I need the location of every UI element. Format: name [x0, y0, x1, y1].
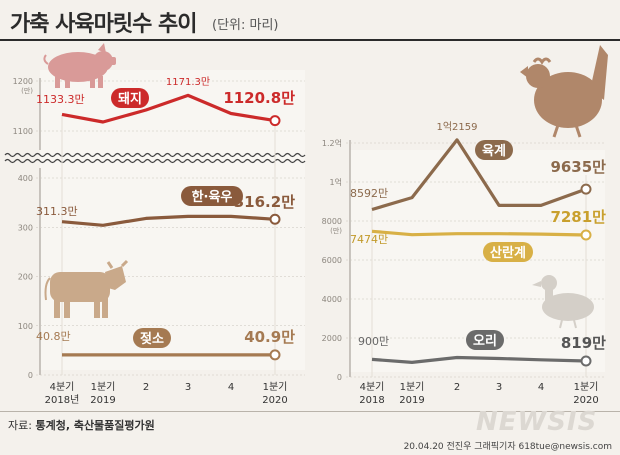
- duck-line: [371, 355, 587, 364]
- right-y-tick-label: 1.2억: [322, 138, 342, 148]
- pork-start-value: 1133.3만: [36, 93, 85, 106]
- beef-start-value: 311.3만: [36, 205, 78, 218]
- left-x-tick-label: 1분기: [263, 381, 288, 393]
- right-y-tick-label: 6000: [322, 256, 342, 265]
- broiler-line: [371, 138, 587, 212]
- right-y-tick-label: 4000: [322, 295, 342, 304]
- credit-line: 20.04.20 전진우 그래픽기자 618tue@newsis.com: [403, 442, 612, 452]
- layer-end-value: 7281만: [550, 208, 606, 226]
- chicken-icon: [520, 45, 608, 138]
- newsis-watermark: NEWSIS: [476, 407, 598, 437]
- duck-icon: [532, 275, 594, 329]
- broiler-end-value: 9635만: [550, 158, 606, 176]
- right-x-tick-label: 4: [538, 382, 544, 393]
- left-x-tick-label: 2: [143, 382, 149, 393]
- pork-line: [61, 93, 276, 124]
- left-x-tick-label: 4: [228, 382, 234, 393]
- right-y-tick-label: 0: [337, 373, 342, 382]
- pig-icon: [43, 43, 116, 88]
- right-x-tick-label: 2019: [399, 395, 424, 406]
- left-y-tick-label: 1100: [13, 127, 33, 136]
- left-y-tick-unit: (만): [21, 86, 33, 95]
- livestock-charts: 1200(만)110040030020010001.2억1억8000(만)600…: [4, 43, 608, 406]
- layer-line: [371, 229, 587, 237]
- dairy-end-marker: [269, 349, 281, 361]
- broiler-peak-value: 1억2159: [436, 121, 477, 133]
- pork-end-marker: [269, 115, 281, 127]
- left-y-tick-label: 0: [28, 371, 33, 380]
- right-y-tick-label: 8000: [322, 217, 342, 226]
- pork-peak-value: 1171.3만: [166, 76, 210, 88]
- broiler-label: 육계: [482, 143, 506, 159]
- duck-label-bg: [466, 330, 504, 350]
- left-y-tick-label: 300: [18, 223, 33, 232]
- right-x-tick-label: 4분기: [360, 381, 385, 393]
- right-x-tick-label: 1분기: [400, 381, 425, 393]
- duck-end-marker: [580, 355, 592, 367]
- dairy-label: 젖소: [140, 332, 164, 347]
- right-x-tick-label: 2018: [359, 395, 384, 406]
- footer-rule: [0, 411, 620, 412]
- beef-label-bg: [181, 186, 243, 206]
- dairy-end-value: 40.9만: [244, 328, 295, 346]
- layer-label: 산란계: [490, 245, 526, 261]
- beef-line: [61, 214, 276, 227]
- broiler-start-value: 8592만: [350, 187, 388, 200]
- right-x-tick-label: 1분기: [574, 381, 599, 393]
- dairy-start-value: 40.8만: [36, 330, 71, 343]
- broiler-end-marker: [580, 183, 592, 195]
- axis-break-line: [4, 158, 306, 164]
- cow-icon: [44, 259, 129, 318]
- title-rule: [0, 39, 620, 41]
- page-title: 가축 사육마릿수 추이: [10, 12, 197, 37]
- beef-end-value: 316.2만: [234, 193, 295, 211]
- left-y-tick-label: 100: [18, 322, 33, 331]
- left-x-tick-label: 2019: [90, 395, 115, 406]
- left-x-tick-label: 1분기: [91, 381, 116, 393]
- dairy-label-bg: [133, 328, 171, 348]
- pork-end-value: 1120.8만: [223, 89, 295, 107]
- left-y-tick-label: 200: [18, 273, 33, 282]
- right-y-tick-unit: (만): [330, 226, 342, 235]
- duck-end-value: 819만: [561, 334, 606, 352]
- source-note: 자료: 통계청, 축산물품질평가원: [8, 419, 155, 432]
- beef-end-marker: [269, 213, 281, 225]
- layer-start-value: 7474만: [350, 233, 388, 246]
- unit-note: (단위: 마리): [212, 18, 279, 33]
- right-x-tick-label: 2020: [573, 395, 598, 406]
- left-y-tick-label: 1200: [13, 77, 33, 86]
- left-x-tick-label: 4분기: [50, 381, 75, 393]
- broiler-label-bg: [475, 140, 513, 160]
- beef-label: 한·육우: [192, 189, 233, 205]
- left-x-tick-label: 2018년: [45, 394, 80, 406]
- left-y-tick-label: 400: [18, 174, 33, 183]
- axis-break-line: [4, 152, 306, 158]
- layer-label-bg: [483, 242, 533, 262]
- pork-label: 돼지: [118, 91, 142, 107]
- pork-label-bg: [111, 88, 149, 108]
- layer-end-marker: [580, 229, 592, 241]
- right-y-tick-label: 2000: [322, 334, 342, 343]
- duck-label: 오리: [473, 333, 497, 349]
- right-x-tick-label: 3: [496, 382, 502, 393]
- right-x-tick-label: 2: [454, 382, 460, 393]
- left-x-tick-label: 3: [185, 382, 191, 393]
- right-y-tick-label: 1억: [330, 177, 342, 187]
- duck-start-value: 900만: [358, 335, 389, 348]
- left-x-tick-label: 2020: [262, 395, 287, 406]
